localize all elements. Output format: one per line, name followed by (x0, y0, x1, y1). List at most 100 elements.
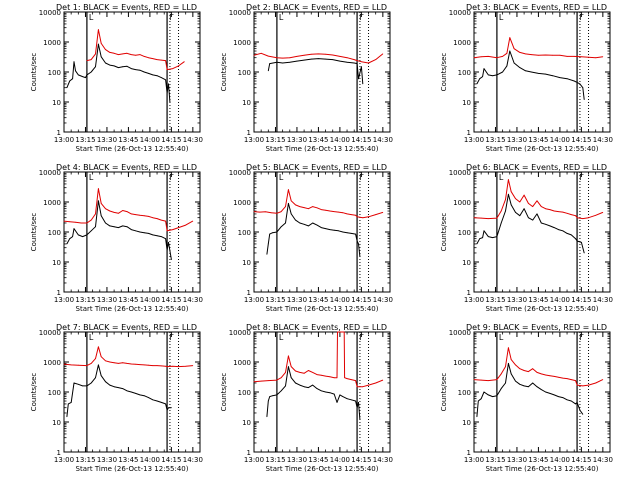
y-tick-label: 100 (458, 69, 471, 77)
y-tick-label: 10 (242, 99, 251, 107)
data-point-events (356, 63, 358, 64)
data-point-lld (362, 386, 364, 388)
x-tick-label: 13:15 (265, 296, 285, 304)
x-tick-label: 13:30 (507, 456, 527, 464)
data-point-lld (368, 384, 369, 386)
data-point-lld (185, 224, 187, 226)
series-line-events (476, 50, 585, 100)
x-tick-label: 13:00 (464, 136, 484, 144)
corner-mark-start: L (499, 173, 504, 182)
x-axis-label: Start Time (26-Oct-13 12:55:40) (486, 465, 599, 473)
data-point-lld (130, 213, 132, 215)
data-point-events (77, 383, 79, 385)
x-tick-label: 13:15 (485, 456, 505, 464)
data-point-lld (502, 56, 503, 57)
plot-frame (253, 331, 391, 453)
data-point-lld (178, 366, 179, 367)
data-point-lld (160, 219, 162, 221)
data-point-events (77, 234, 79, 236)
series-line-lld (473, 347, 604, 387)
data-point-lld (566, 378, 568, 379)
data-point-lld (148, 216, 149, 217)
corner-mark-start: L (499, 333, 504, 342)
data-point-lld (588, 217, 589, 219)
data-point-events (82, 236, 83, 238)
data-point-lld (126, 363, 128, 364)
data-point-events (579, 83, 581, 85)
data-point-lld (135, 363, 137, 365)
y-tick-label: 100 (238, 229, 251, 237)
data-point-lld (575, 380, 576, 381)
x-tick-label: 14:30 (183, 296, 203, 304)
data-point-events (290, 377, 292, 379)
data-point-lld (382, 212, 384, 213)
data-point-events (570, 234, 572, 236)
data-point-events (505, 210, 506, 212)
data-point-lld (265, 211, 266, 213)
data-point-events (350, 399, 352, 401)
x-tick-label: 14:30 (183, 456, 203, 464)
data-point-events (562, 230, 564, 232)
x-tick-label: 13:45 (118, 296, 138, 304)
data-point-lld (496, 379, 498, 380)
y-tick-label: 10000 (229, 329, 251, 337)
data-point-lld (532, 368, 534, 370)
data-point-lld (320, 374, 322, 376)
data-point-events (160, 236, 162, 238)
data-point-lld (135, 214, 137, 216)
data-point-events (156, 235, 158, 237)
data-point-lld (506, 52, 508, 54)
data-point-events (70, 402, 72, 403)
data-point-events (95, 377, 96, 379)
data-point-lld (525, 53, 526, 55)
data-point-events (540, 222, 542, 224)
data-point-events (266, 253, 268, 255)
x-tick-label: 14:15 (351, 136, 371, 144)
data-point-lld (152, 365, 154, 366)
data-point-events (510, 204, 512, 206)
data-point-lld (267, 55, 269, 57)
data-point-events (525, 70, 526, 72)
data-point-lld (595, 214, 597, 216)
data-point-events (316, 224, 318, 226)
data-point-lld (86, 222, 88, 224)
data-point-events (570, 400, 572, 402)
data-point-events (320, 390, 322, 392)
data-point-lld (166, 230, 168, 232)
data-point-events (105, 222, 106, 224)
data-point-events (523, 385, 525, 387)
detector-panel-2: Det 2: BLACK = Events, RED = LLD 1 10 100 10… (220, 3, 393, 153)
x-axis-label: Start Time (26-Oct-13 12:55:40) (486, 145, 599, 153)
data-point-lld (165, 60, 167, 61)
data-point-lld (172, 229, 174, 231)
data-point-events (502, 71, 503, 73)
data-point-lld (152, 217, 154, 219)
data-point-lld (337, 331, 338, 333)
data-point-events (558, 396, 559, 397)
data-point-events (100, 375, 102, 377)
x-tick-label: 14:30 (373, 296, 393, 304)
data-point-lld (172, 68, 174, 69)
y-tick-label: 10000 (39, 169, 61, 177)
data-point-lld (362, 217, 364, 219)
data-point-events (476, 416, 478, 418)
x-tick-label: 14:00 (550, 136, 570, 144)
data-point-lld (532, 206, 534, 208)
data-point-lld (178, 227, 179, 229)
y-axis-label: Counts/sec (220, 213, 228, 252)
data-point-events (113, 65, 115, 67)
data-point-lld (152, 58, 154, 59)
data-point-lld (260, 380, 262, 382)
data-point-events (545, 223, 546, 225)
y-tick-label: 10 (242, 259, 251, 267)
data-point-lld (552, 54, 554, 56)
data-point-lld (575, 215, 576, 217)
data-point-lld (160, 59, 162, 61)
data-point-events (118, 227, 119, 229)
data-point-lld (519, 201, 521, 203)
x-tick-label: 14:15 (351, 296, 371, 304)
data-point-lld (105, 360, 106, 362)
data-point-events (316, 388, 318, 389)
data-point-events (95, 66, 96, 68)
data-point-events (476, 243, 478, 245)
